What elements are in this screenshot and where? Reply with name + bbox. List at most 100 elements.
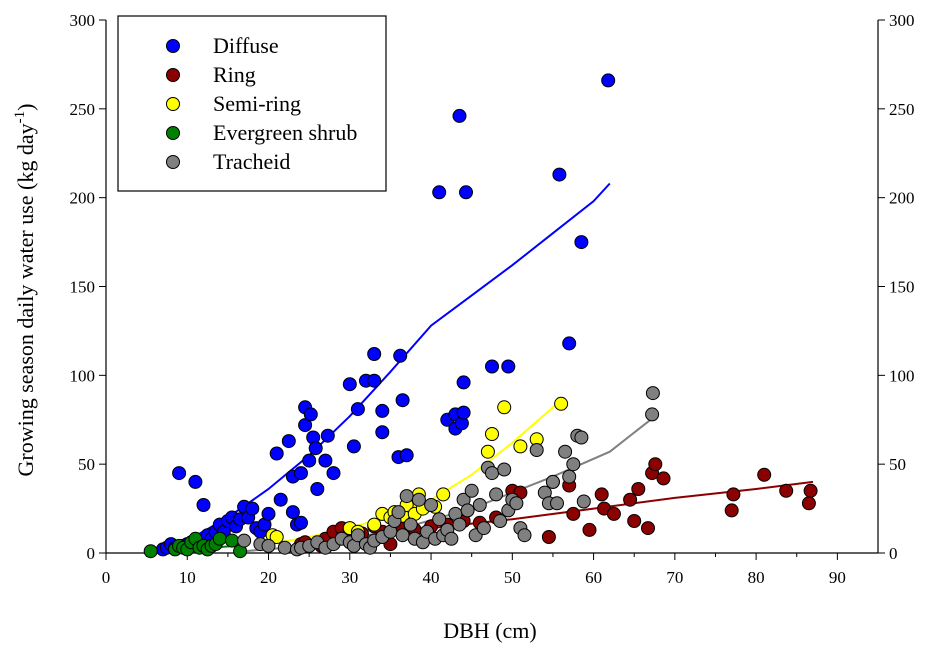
x-tick-label: 90 [829, 568, 846, 587]
y-tick-label: 50 [78, 455, 95, 474]
point-diffuse [395, 393, 410, 408]
point-diffuse [375, 425, 390, 440]
point-semi-ring [554, 396, 569, 411]
y-tick-label: 150 [70, 278, 96, 297]
point-ring [803, 483, 818, 498]
point-diffuse [261, 506, 276, 521]
point-diffuse [196, 498, 211, 512]
point-ring [779, 483, 794, 498]
point-ring [724, 503, 739, 518]
point-ring [757, 467, 772, 482]
point-diffuse [432, 185, 447, 200]
point-diffuse [399, 448, 414, 463]
point-ring [606, 506, 621, 521]
point-diffuse [459, 185, 473, 200]
x-tick-label: 80 [748, 568, 765, 587]
point-tracheid [395, 528, 410, 543]
point-tracheid [399, 489, 414, 504]
y-tick-label: 250 [70, 100, 96, 119]
point-ring [623, 492, 638, 507]
point-ring [541, 530, 556, 544]
legend-box [117, 15, 387, 192]
point-diffuse [172, 466, 187, 481]
point-ring [631, 482, 646, 496]
point-diffuse [294, 515, 308, 530]
point-tracheid [558, 444, 573, 459]
point-diffuse [273, 492, 288, 507]
point-tracheid [517, 528, 532, 543]
y2-tick-label: 0 [889, 544, 898, 563]
x-tick-label: 0 [102, 568, 111, 587]
x-tick-label: 20 [260, 568, 277, 587]
point-semi-ring [513, 439, 528, 454]
point-diffuse [245, 501, 260, 516]
point-diffuse [269, 446, 284, 461]
point-ring [726, 487, 741, 502]
point-tracheid [411, 492, 426, 507]
legend-label-diffuse: Diffuse [213, 33, 279, 58]
point-tracheid [476, 521, 491, 536]
point-diffuse [367, 373, 382, 388]
point-tracheid [493, 514, 508, 528]
fit-lines [146, 182, 814, 553]
point-diffuse [552, 167, 567, 182]
y-tick-label: 0 [87, 544, 96, 563]
point-diffuse [375, 403, 390, 418]
point-diffuse [346, 439, 361, 454]
point-ring [656, 471, 671, 486]
point-ring [641, 521, 655, 536]
point-tracheid [562, 469, 577, 484]
point-tracheid [566, 457, 581, 472]
point-tracheid [261, 538, 276, 553]
y-tick-label: 300 [70, 11, 96, 30]
point-diffuse [326, 466, 341, 481]
point-tracheid [403, 517, 418, 532]
point-ring [627, 514, 642, 528]
legend: Diffuse Ring Semi-ring Evergreen shrub Trach… [117, 15, 387, 192]
legend-marker-evergreen-shrub [166, 126, 180, 140]
point-diffuse [294, 466, 308, 481]
point-tracheid [424, 498, 439, 512]
y-tick-label: 100 [70, 366, 96, 385]
point-diffuse [298, 418, 313, 433]
y2-tick-label: 100 [889, 366, 915, 385]
point-diffuse [393, 348, 408, 363]
point-tracheid [545, 474, 560, 489]
y-tick-label: 200 [70, 189, 96, 208]
point-tracheid [452, 517, 467, 532]
point-ring [801, 496, 816, 511]
point-diffuse [452, 108, 467, 123]
point-diffuse [342, 377, 357, 392]
y2-tick-label: 300 [889, 11, 915, 30]
point-tracheid [432, 512, 447, 527]
point-semi-ring [269, 530, 284, 544]
x-tick-label: 40 [423, 568, 440, 587]
legend-marker-semi-ring [166, 97, 180, 111]
point-evergreen-shrub [225, 533, 239, 548]
legend-label-ring: Ring [213, 62, 256, 87]
point-tracheid [645, 386, 660, 401]
point-diffuse [281, 434, 296, 449]
point-tracheid [645, 407, 660, 422]
point-diffuse [574, 235, 589, 250]
point-tracheid [237, 533, 252, 548]
legend-marker-ring [166, 68, 180, 82]
point-diffuse [188, 474, 203, 489]
point-ring [594, 487, 609, 502]
point-tracheid [444, 531, 459, 546]
point-tracheid [464, 483, 479, 498]
legend-marker-tracheid [166, 155, 180, 169]
y2-tick-label: 150 [889, 278, 915, 297]
x-tick-label: 60 [585, 568, 602, 587]
point-diffuse [456, 375, 471, 390]
point-diffuse [318, 453, 333, 468]
point-diffuse [485, 359, 499, 374]
point-semi-ring [480, 444, 495, 459]
y2-tick-label: 200 [889, 189, 915, 208]
point-semi-ring [497, 400, 512, 415]
point-diffuse [501, 359, 516, 374]
legend-label-semi-ring: Semi-ring [213, 91, 301, 116]
legend-label-tracheid: Tracheid [213, 149, 290, 174]
point-diffuse [310, 482, 325, 496]
